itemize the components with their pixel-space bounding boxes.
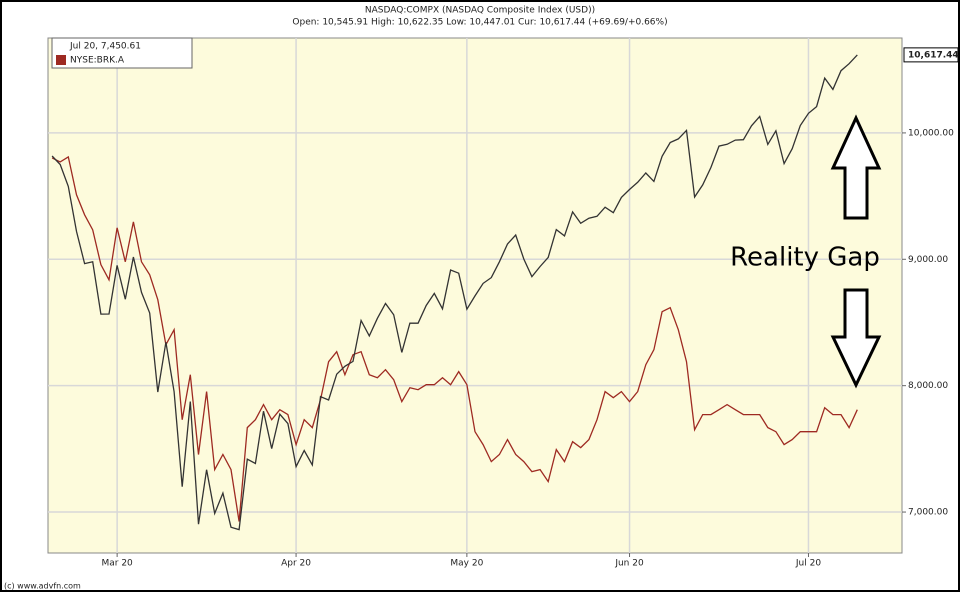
chart-subtitle: Open: 10,545.91 High: 10,622.35 Low: 10,… [292,18,667,28]
up-arrow [830,114,882,220]
y-tick-label: 10,000.00 [908,128,954,138]
chart-title: NASDAQ:COMPX (NASDAQ Composite Index (US… [365,6,595,16]
series-line [51,54,858,531]
y-tick-label: 7,000.00 [908,508,948,518]
footer: (c) www.advfn.com [4,582,81,591]
legend-box [51,37,193,69]
legend-label: NYSE:BRK.A [70,56,125,66]
series-line [51,155,858,522]
x-tick-label: May 20 [450,559,483,569]
annotation: Reality Gap [730,243,880,273]
x-tick-label: Apr 20 [281,559,311,569]
x-tick-label: Jul 20 [795,559,821,569]
x-tick-label: Mar 20 [101,559,133,569]
current-value-box [903,47,959,63]
x-tick-label: Jun 20 [614,559,644,569]
legend: Jul 20, 7,450.61 NYSE:BRK.A [51,37,193,69]
down-arrow [830,288,882,389]
legend-swatch [56,55,66,65]
y-tick-label: 8,000.00 [908,381,948,391]
y-tick-label: 9,000.00 [908,255,948,265]
current-value-label: 10,617.44 [908,50,959,60]
legend-header: Jul 20, 7,450.61 [69,42,141,52]
